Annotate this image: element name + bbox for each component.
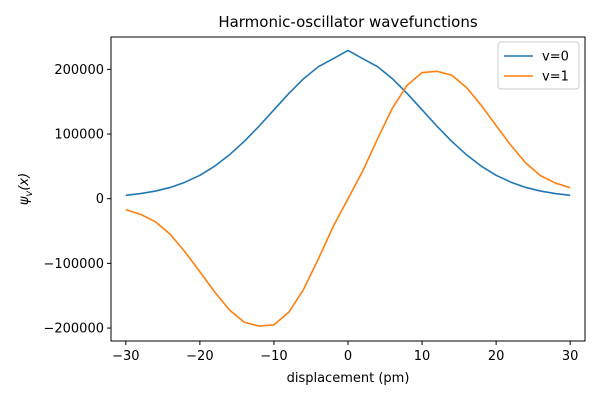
y-axis-label: ψv(x) (17, 173, 35, 205)
y-tick-label: 0 (96, 192, 104, 207)
legend: v=0v=1 (497, 41, 580, 90)
legend-label: v=1 (542, 70, 569, 85)
x-tick-label: 30 (562, 349, 579, 364)
y-tick-label: 200000 (54, 63, 104, 78)
y-tick-label: −100000 (43, 257, 104, 272)
y-axis: −200000 −100000 0 100000 200000 (43, 63, 111, 337)
y-tick-label: −200000 (43, 322, 104, 337)
x-tick-label: −20 (186, 349, 213, 364)
series-line-v=0 (125, 49, 571, 197)
legend-label: v=0 (542, 50, 569, 65)
legend-box (497, 41, 580, 90)
x-axis: −30 −20 −10 0 10 20 30 (112, 341, 578, 364)
y-tick-label: 100000 (54, 128, 104, 143)
series-line-v=1 (125, 70, 571, 327)
y-axis-label-argument: (x) (17, 173, 32, 191)
chart-title: Harmonic-oscillator wavefunctions (218, 13, 478, 31)
plot-area (125, 49, 571, 327)
x-tick-label: 0 (344, 349, 352, 364)
x-tick-label: −30 (112, 349, 139, 364)
y-axis-label-subscript: v (24, 190, 35, 197)
x-axis-label: displacement (pm) (287, 371, 410, 386)
x-tick-label: −10 (260, 349, 287, 364)
x-tick-label: 20 (488, 349, 505, 364)
x-tick-label: 10 (414, 349, 431, 364)
